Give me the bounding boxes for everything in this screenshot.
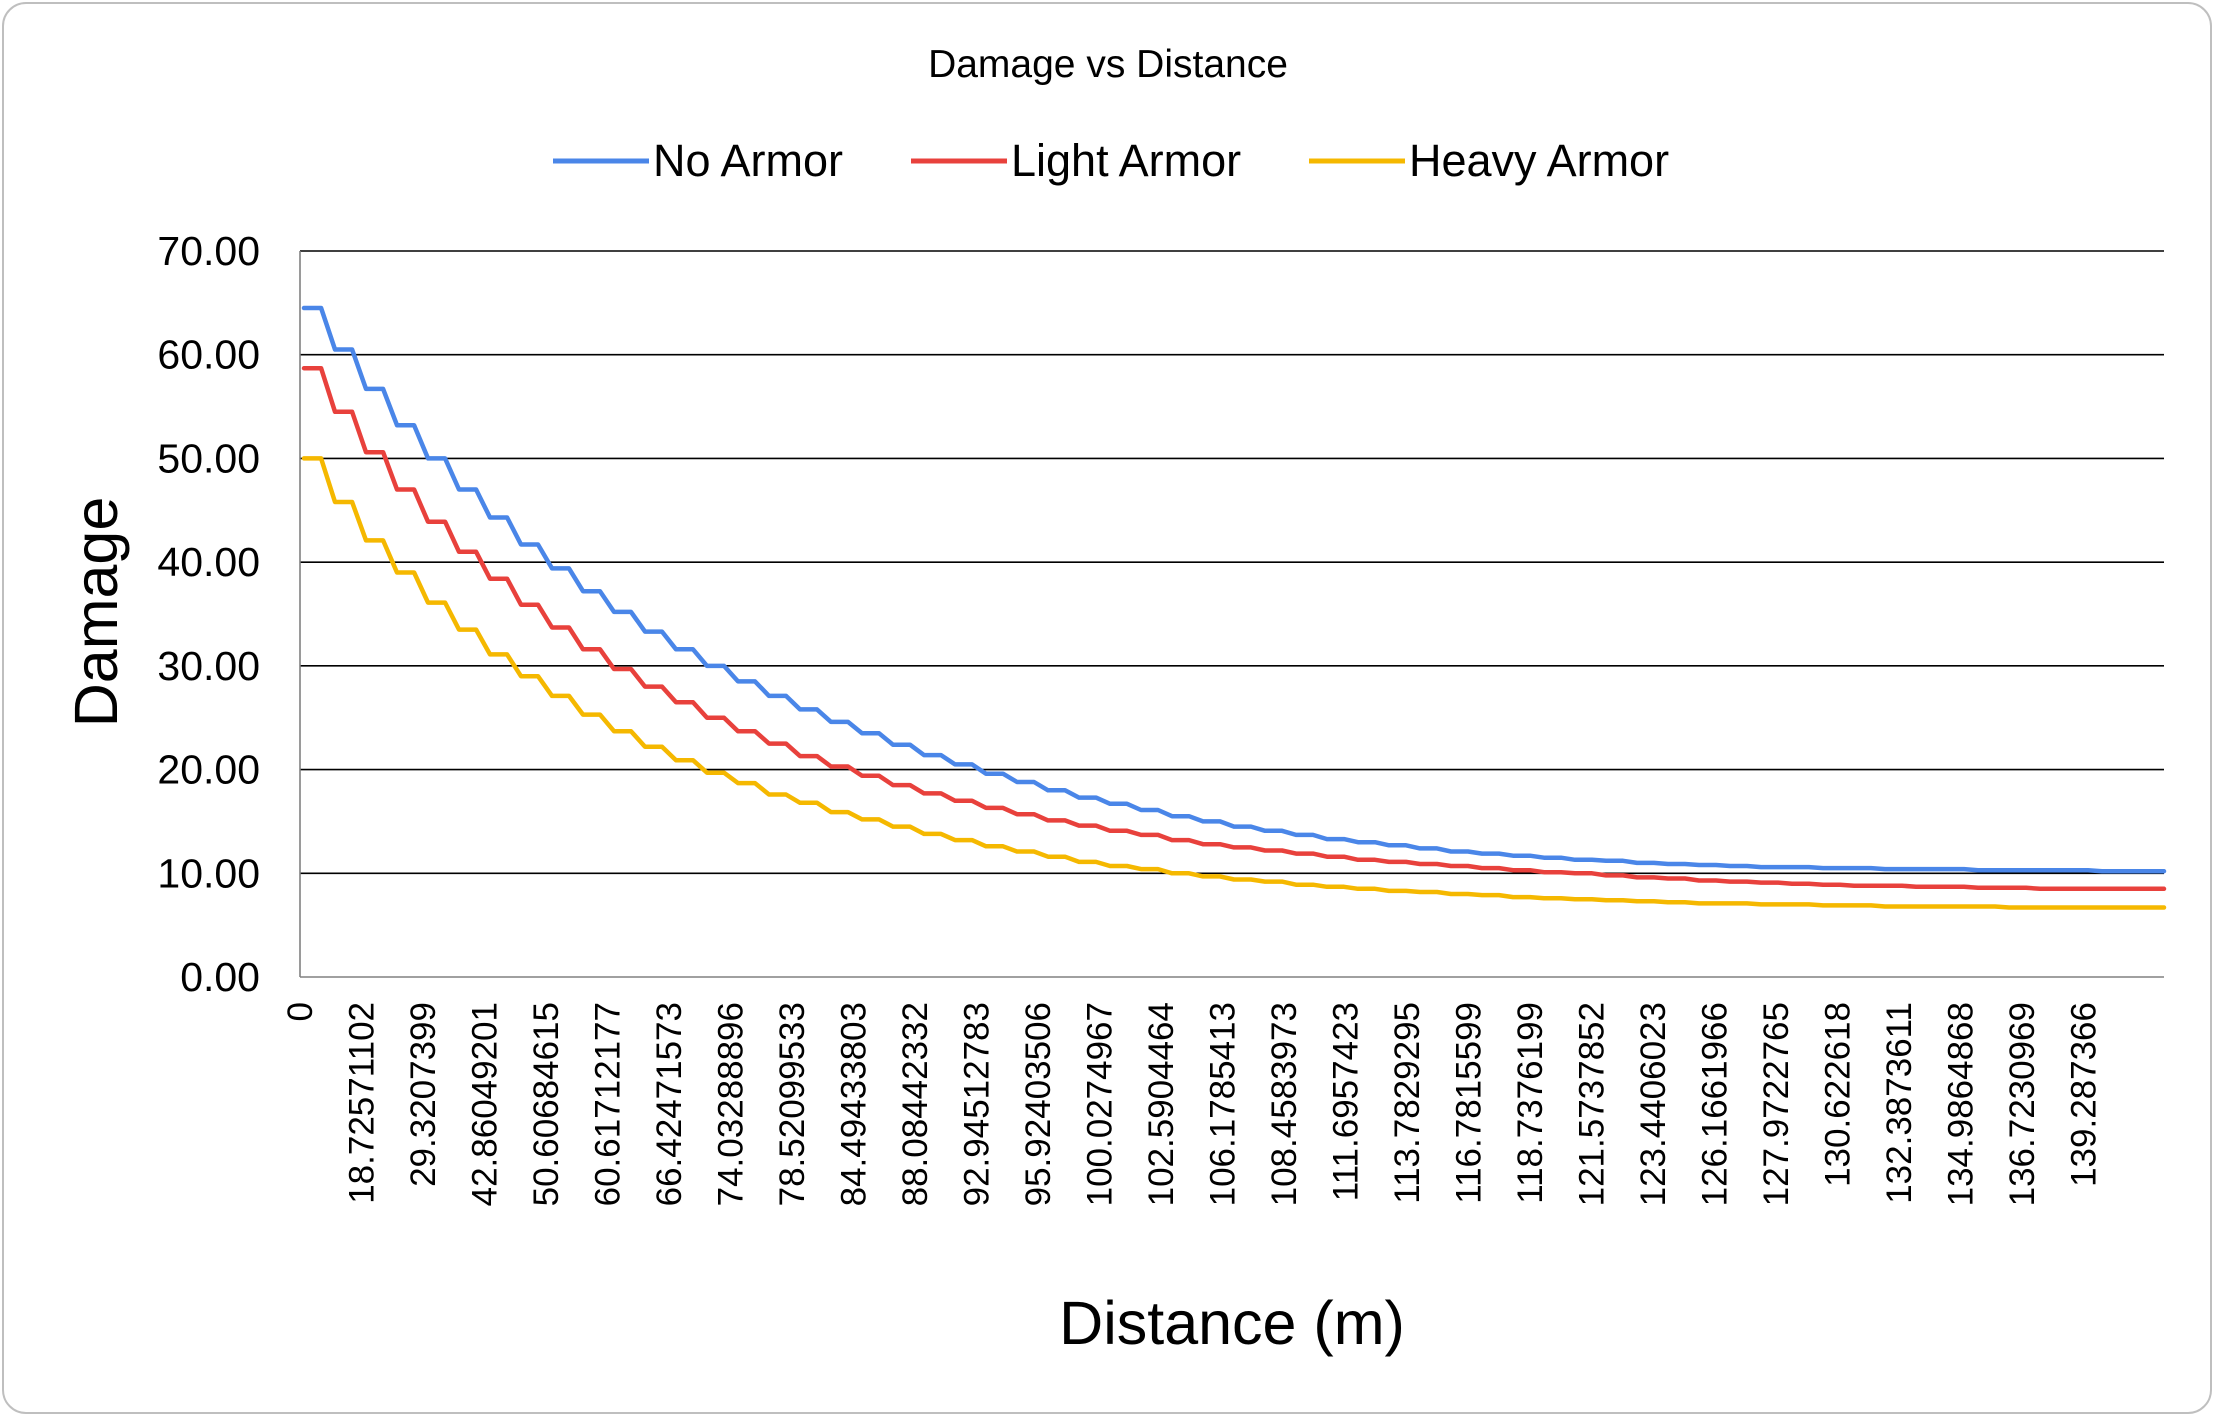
x-tick-label: 60.61712177 bbox=[589, 1002, 628, 1206]
x-tick-label: 88.08442332 bbox=[896, 1002, 935, 1206]
x-axis-title: Distance (m) bbox=[1059, 1289, 1405, 1357]
x-tick-label: 0 bbox=[281, 1002, 320, 1021]
y-axis-title: Damage bbox=[62, 497, 130, 728]
x-tick-label: 84.49433803 bbox=[835, 1002, 874, 1206]
x-axis: 0 18.72571102 29.3207399 42.86049201 50.6068… bbox=[281, 1002, 2104, 1206]
chart-title: Damage vs Distance bbox=[928, 43, 1288, 86]
x-tick-label: 102.5904464 bbox=[1142, 1002, 1181, 1206]
series-lines bbox=[301, 305, 2167, 910]
series-line-heavy-armor bbox=[301, 456, 2167, 910]
x-tick-label: 113.7829295 bbox=[1388, 1002, 1427, 1204]
x-tick-label: 92.94512783 bbox=[958, 1002, 997, 1206]
x-tick-label: 130.622618 bbox=[1819, 1002, 1858, 1187]
x-tick-label: 42.86049201 bbox=[466, 1002, 505, 1206]
y-tick-label: 50.00 bbox=[157, 435, 260, 481]
legend-label: No Armor bbox=[653, 135, 843, 186]
y-tick-label: 20.00 bbox=[157, 747, 260, 793]
gridlines bbox=[299, 250, 2164, 978]
x-tick-label: 95.92403506 bbox=[1019, 1002, 1058, 1206]
series-line-light-armor bbox=[301, 365, 2167, 892]
x-tick-label: 108.4583973 bbox=[1265, 1002, 1304, 1206]
x-tick-label: 29.3207399 bbox=[404, 1002, 443, 1187]
x-tick-label: 74.03288896 bbox=[712, 1002, 751, 1206]
legend-label: Heavy Armor bbox=[1409, 135, 1669, 186]
y-tick-label: 10.00 bbox=[157, 850, 260, 896]
y-axis-ticks: 0.00 10.00 20.00 30.00 40.00 50.00 60.00 70.00 bbox=[157, 228, 260, 1000]
x-tick-label: 78.52099533 bbox=[773, 1002, 812, 1206]
y-tick-label: 60.00 bbox=[157, 332, 260, 378]
y-tick-label: 0.00 bbox=[180, 954, 260, 1000]
x-tick-label: 132.3873611 bbox=[1880, 1002, 1919, 1204]
x-tick-label: 111.6957423 bbox=[1327, 1002, 1366, 1201]
x-tick-label: 66.42471573 bbox=[650, 1002, 689, 1206]
x-tick-label: 18.72571102 bbox=[343, 1002, 382, 1204]
x-tick-label: 100.0274967 bbox=[1081, 1002, 1120, 1206]
x-tick-label: 50.60684615 bbox=[527, 1002, 566, 1206]
x-tick-label: 106.1785413 bbox=[1204, 1002, 1243, 1206]
x-tick-label: 134.9864868 bbox=[1942, 1002, 1981, 1206]
x-tick-label: 118.7376199 bbox=[1511, 1002, 1550, 1204]
y-tick-label: 70.00 bbox=[157, 228, 260, 274]
series-line-no-armor bbox=[301, 305, 2167, 874]
x-tick-label: 116.7815599 bbox=[1450, 1002, 1489, 1204]
y-tick-label: 40.00 bbox=[157, 539, 260, 585]
x-tick-label: 136.7230969 bbox=[2003, 1002, 2042, 1206]
legend: No Armor Light Armor Heavy Armor bbox=[553, 135, 1669, 186]
x-tick-label: 123.4406023 bbox=[1634, 1002, 1673, 1206]
x-tick-label: 121.5737852 bbox=[1573, 1002, 1612, 1206]
x-tick-label: 126.1661966 bbox=[1696, 1002, 1735, 1206]
y-tick-label: 30.00 bbox=[157, 643, 260, 689]
x-tick-label: 127.9722765 bbox=[1757, 1002, 1796, 1206]
legend-label: Light Armor bbox=[1011, 135, 1241, 186]
x-tick-label: 139.287366 bbox=[2065, 1002, 2104, 1187]
